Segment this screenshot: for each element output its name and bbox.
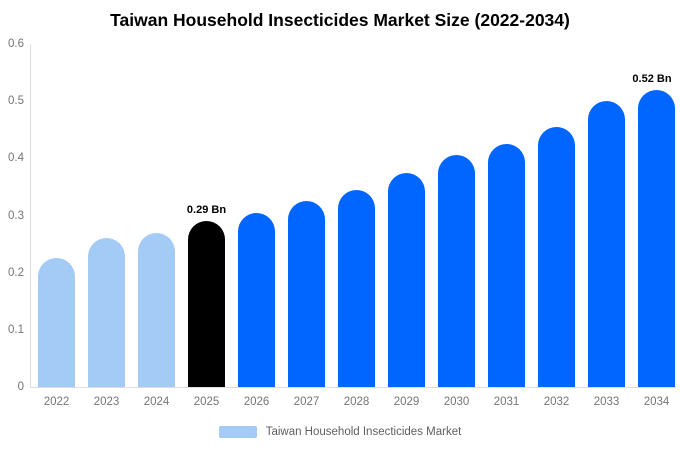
y-axis-line [30, 44, 31, 387]
y-tick-label: 0.3 [8, 209, 24, 222]
x-tick-label-2033: 2033 [593, 396, 620, 408]
y-tick-label: 0.2 [8, 266, 24, 279]
bar-2023[interactable] [88, 238, 125, 387]
x-tick-label-2028: 2028 [343, 396, 370, 408]
x-tick-label-2034: 2034 [643, 396, 670, 408]
bar-2031[interactable] [488, 144, 525, 387]
y-tick-label: 0.6 [8, 38, 24, 50]
value-label-2034: 0.52 Bn [632, 72, 672, 85]
bar-2027[interactable] [288, 201, 325, 387]
bar-2033[interactable] [588, 101, 625, 387]
bar-2030[interactable] [438, 155, 475, 387]
x-tick-label-2030: 2030 [443, 396, 470, 408]
chart-title: Taiwan Household Insecticides Market Siz… [110, 10, 570, 30]
x-tick-label-2022: 2022 [43, 396, 70, 408]
bar-2034[interactable] [638, 89, 675, 387]
legend: Taiwan Household Insecticides Market [0, 426, 680, 438]
bar-2026[interactable] [238, 212, 275, 387]
legend-swatch-icon [218, 426, 257, 438]
bar-2022[interactable] [38, 258, 75, 387]
value-label-2025: 0.29 Bn [186, 204, 227, 217]
y-tick-label: 0.1 [8, 323, 24, 336]
x-tick-label-2023: 2023 [93, 396, 120, 408]
y-tick-label: 0 [17, 381, 24, 393]
bar-2025[interactable] [188, 221, 225, 387]
x-tick-label-2029: 2029 [393, 396, 420, 408]
legend-item[interactable]: Taiwan Household Insecticides Market [218, 426, 462, 438]
x-tick-label-2024: 2024 [143, 396, 170, 408]
bar-2024[interactable] [138, 232, 175, 387]
x-tick-label-2031: 2031 [493, 396, 520, 408]
bar-2029[interactable] [388, 172, 425, 387]
x-tick-label-2027: 2027 [293, 396, 320, 408]
y-tick-label: 0.5 [8, 95, 24, 108]
y-tick-label: 0.4 [8, 152, 24, 165]
bar-2032[interactable] [538, 126, 575, 387]
bar-2028[interactable] [338, 189, 375, 387]
x-tick-label-2032: 2032 [543, 396, 570, 408]
x-axis-line [30, 387, 676, 388]
x-tick-label-2025: 2025 [193, 396, 220, 408]
x-tick-label-2026: 2026 [243, 396, 270, 408]
legend-label: Taiwan Household Insecticides Market [265, 426, 462, 438]
